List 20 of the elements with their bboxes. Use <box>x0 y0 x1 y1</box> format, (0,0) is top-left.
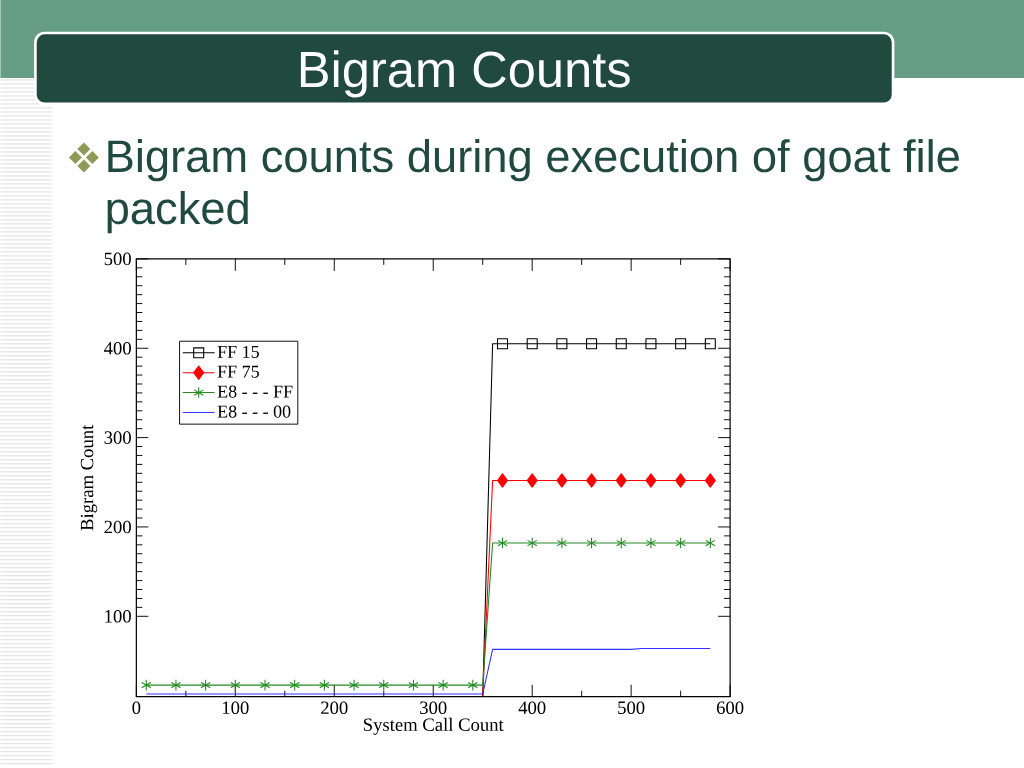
legend-label: FF 15 <box>217 346 259 359</box>
y-tick-label: 100 <box>105 610 131 623</box>
legend-label: FF 75 <box>217 365 259 378</box>
x-tick-label: 500 <box>618 701 645 715</box>
legend-label: E8 - - - FF <box>217 385 293 398</box>
x-axis-title: System Call Count <box>363 717 504 735</box>
x-tick-label: 300 <box>420 701 447 715</box>
y-tick-label: 300 <box>104 431 131 445</box>
chart-subtitle: Bigram counts during execution of goat file packed <box>107 139 959 234</box>
y-tick-label: 400 <box>104 342 131 355</box>
y-tick-label: 200 <box>104 520 131 534</box>
x-tick-label: 100 <box>222 701 249 715</box>
y-tick-label: 500 <box>104 252 131 266</box>
x-tick-label: 600 <box>716 701 744 715</box>
x-tick-label: 400 <box>518 701 546 715</box>
y-axis-title: Bigram Count <box>80 424 98 531</box>
legend-label: E8 - - - 00 <box>217 405 291 418</box>
chart-title: Bigram Counts <box>300 50 630 98</box>
x-tick-label: 0 <box>132 701 141 715</box>
x-tick-label: 200 <box>321 701 348 715</box>
